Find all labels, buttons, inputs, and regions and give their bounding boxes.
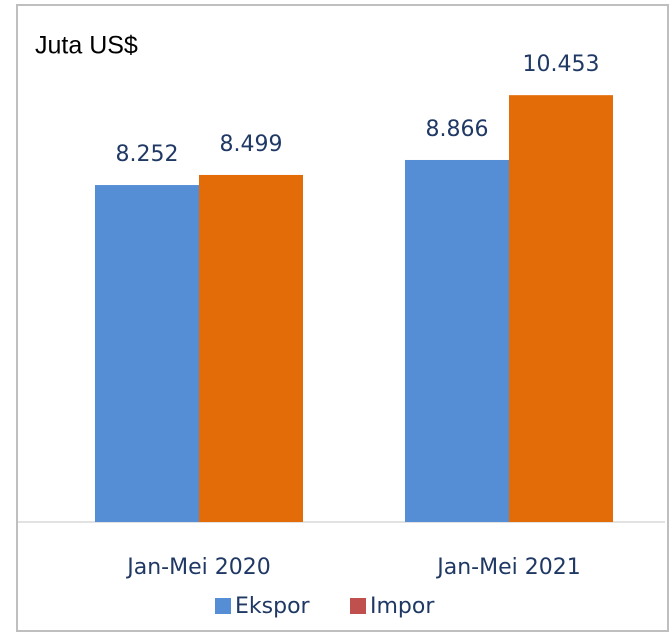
- legend-swatch: [350, 598, 366, 614]
- data-label: 10.453: [523, 52, 600, 77]
- data-label: 8.866: [426, 117, 489, 142]
- data-label: 8.499: [220, 132, 283, 157]
- x-tick-label: Jan-Mei 2021: [435, 555, 580, 580]
- legend-swatch: [215, 598, 231, 614]
- bar: [199, 174, 303, 522]
- legend-label: Impor: [370, 594, 435, 619]
- legend-label: Ekspor: [235, 594, 311, 619]
- bar: [509, 95, 613, 523]
- data-label: 8.252: [116, 142, 179, 167]
- chart-title: Juta US$: [35, 32, 138, 60]
- x-tick-label: Jan-Mei 2020: [125, 555, 270, 580]
- bar: [95, 185, 199, 522]
- bar: [405, 159, 509, 522]
